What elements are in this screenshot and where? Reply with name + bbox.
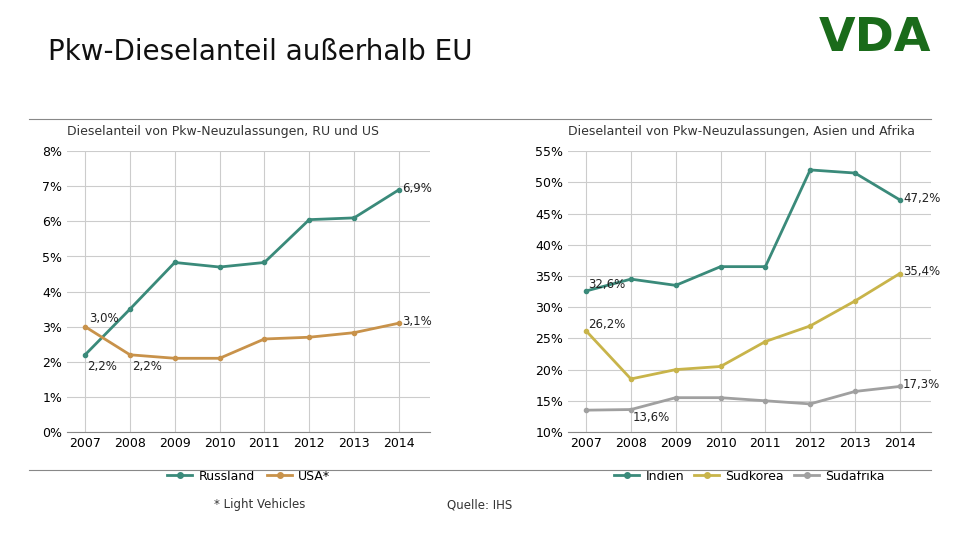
Text: 3,0%: 3,0% [88,313,118,326]
Text: 32,6%: 32,6% [588,278,626,291]
Text: Pkw-Dieselanteil außerhalb EU: Pkw-Dieselanteil außerhalb EU [48,38,472,66]
Text: Dieselanteil von Pkw-Neuzulassungen, RU und US: Dieselanteil von Pkw-Neuzulassungen, RU … [67,125,379,138]
Text: * Light Vehicles: * Light Vehicles [213,498,305,511]
Text: 17,3%: 17,3% [903,379,940,392]
Text: 26,2%: 26,2% [588,318,626,331]
Legend: Russland, USA*: Russland, USA* [162,464,335,488]
Text: Quelle: IHS: Quelle: IHS [447,498,513,511]
Text: VDA: VDA [819,16,931,61]
Legend: Indien, Südkorea, Südafrika: Indien, Südkorea, Südafrika [610,464,890,488]
Text: Dieselanteil von Pkw-Neuzulassungen, Asien und Afrika: Dieselanteil von Pkw-Neuzulassungen, Asi… [568,125,915,138]
Text: 6,9%: 6,9% [402,181,432,194]
Text: 35,4%: 35,4% [903,265,940,279]
Text: 13,6%: 13,6% [634,411,670,424]
Text: 47,2%: 47,2% [903,192,941,205]
Text: 2,2%: 2,2% [132,360,162,373]
Text: 3,1%: 3,1% [402,315,432,328]
Text: 2,2%: 2,2% [87,360,117,373]
